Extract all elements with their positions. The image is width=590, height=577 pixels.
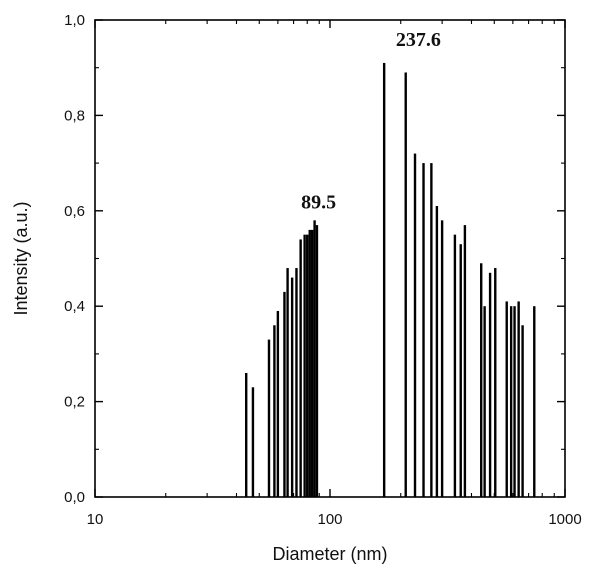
bar-6 [286,268,289,497]
peak-annotation: 237.6 [396,29,441,51]
bar-27 [483,306,486,497]
bar-15 [315,225,319,498]
bar-10 [303,234,306,497]
bar-14 [313,220,316,497]
x-tick-label: 1000 [548,511,581,528]
y-tick-label: 1,0 [64,12,85,29]
bars-layer [245,62,536,498]
bar-34 [521,325,524,497]
bar-29 [494,268,497,497]
x-axis-title: Diameter (nm) [272,544,387,564]
bar-28 [488,272,492,497]
bar-20 [430,163,433,497]
bar-35 [533,306,536,497]
x-tick-label: 10 [87,511,104,528]
bar-24 [459,244,462,497]
bar-11 [306,234,309,497]
y-tick-label: 0,0 [64,489,85,506]
bar-23 [453,234,457,497]
bar-25 [463,225,467,498]
peak-annotation: 89.5 [301,191,336,213]
bar-22 [440,220,444,497]
bar-18 [413,153,417,497]
bar-7 [290,277,294,497]
y-tick-label: 0,6 [64,203,85,220]
bar-32 [513,306,516,497]
bar-31 [509,306,513,497]
bar-3 [273,325,276,497]
bar-8 [295,268,298,497]
bar-17 [404,72,407,497]
bar-30 [505,301,508,497]
bar-19 [422,163,425,497]
bar-1 [251,387,255,497]
bar-16 [382,62,386,498]
y-tick-label: 0,8 [64,107,85,124]
bar-9 [299,239,302,498]
bar-0 [245,372,248,497]
y-tick-label: 0,2 [64,394,85,411]
bar-21 [435,206,439,497]
ticks-layer [94,19,566,498]
bar-5 [283,291,286,497]
bar-26 [480,263,483,497]
bar-2 [267,339,271,497]
bar-4 [276,310,280,497]
y-tick-label: 0,4 [64,298,85,315]
tick-labels-layer: 10 100 1000 0,0 0,2 0,4 0,6 0,8 1,0 [64,12,582,528]
y-axis-title: Intensity (a.u.) [11,201,31,315]
x-tick-label: 100 [317,511,342,528]
bar-12 [308,229,311,497]
bar-33 [517,301,520,497]
bar-13 [311,229,314,497]
annotations-layer: 89.5 237.6 [301,29,441,213]
